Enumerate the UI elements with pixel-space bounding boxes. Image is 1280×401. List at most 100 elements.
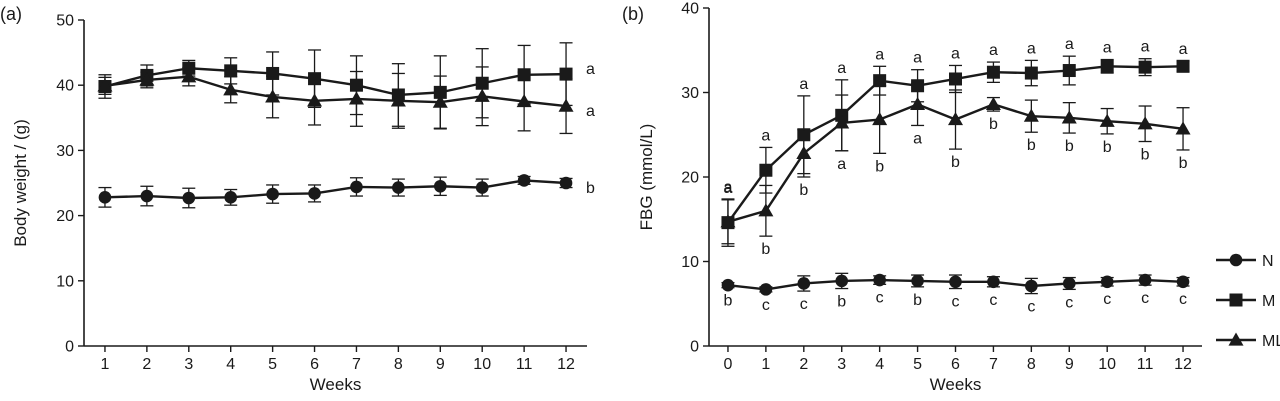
panel-a-x-tick-label: 1 xyxy=(101,356,110,373)
panel-b-series-m-significance-letter: a xyxy=(761,127,770,144)
panel-b-x-tick-label: 0 xyxy=(724,356,733,373)
panel-a-series-ml-point xyxy=(390,93,406,107)
legend-marker-n xyxy=(1229,253,1243,267)
panel-b-series-n-significance-letter: c xyxy=(1141,290,1149,307)
panel-b-series-m-point xyxy=(949,72,962,86)
panel-b-x-axis-title: Weeks xyxy=(930,375,982,394)
panel-b-series-n-significance-letter: c xyxy=(1027,299,1035,316)
panel-a-series-n-point xyxy=(517,174,531,187)
panel-b-label: (b) xyxy=(622,4,644,24)
panel-b-series-ml-significance-letter: b xyxy=(1065,138,1074,155)
panel-b-series-m-point xyxy=(986,65,1000,79)
panel-a-x-tick-label: 4 xyxy=(226,356,235,373)
panel-a-series-m xyxy=(98,42,573,130)
panel-b-series-ml: a b b a b a b b b b b b b xyxy=(720,82,1191,258)
panel-a-series-m-line xyxy=(104,67,567,97)
panel-a-series-n-point xyxy=(182,191,196,205)
panel-b-series-n-point xyxy=(1025,279,1038,293)
panel-a-series-n-point xyxy=(140,189,154,203)
panel-b-series-m-significance-letter: a xyxy=(1179,41,1188,58)
panel-b-x-tick-label: 4 xyxy=(875,356,884,373)
panel-b-series-ml-point xyxy=(985,96,1001,110)
panel-a-series-n xyxy=(98,174,573,209)
panel-b-series-n-point xyxy=(987,275,1000,289)
panel-a-x-tick-label: 8 xyxy=(394,356,403,373)
panel-a-series-ml-point xyxy=(97,78,113,92)
panel-a-y-tick-label: 10 xyxy=(56,273,74,290)
panel-b-x-tick-label: 8 xyxy=(1027,356,1036,373)
panel-a-y-tick-label: 50 xyxy=(56,13,74,30)
panel-b-series-n-significance-letter: b xyxy=(724,293,733,310)
panel-b-series-ml-point xyxy=(758,203,774,217)
panel-a-y-tick-label: 30 xyxy=(56,143,74,160)
panel-b-series-ml-significance-letter: b xyxy=(1103,139,1112,156)
panel-a-x-tick-label: 11 xyxy=(516,356,533,373)
panel-b-series-n-point xyxy=(873,273,886,287)
panel-b-series-ml-point xyxy=(720,214,736,228)
panel-a-series-n-point xyxy=(475,181,489,194)
panel-b-series-m-point xyxy=(1100,59,1114,73)
panel-b-series-ml-point xyxy=(1137,116,1153,130)
panel-a-series-ml-point xyxy=(181,69,197,83)
panel-a-x-tick-label: 12 xyxy=(557,356,575,373)
panel-b-series-ml-significance-letter: b xyxy=(799,182,808,199)
panel-b-x-tick-label: 7 xyxy=(989,356,998,373)
panel-b-y-tick-label: 30 xyxy=(681,85,699,102)
panel-a-annotation-n: b xyxy=(586,180,595,197)
panel-a-y-axis-title: Body weight / (g) xyxy=(11,119,30,247)
panel-a-x-tick-label: 7 xyxy=(352,356,361,373)
panel-b-series-ml-significance-letter: a xyxy=(724,180,733,197)
panel-b-series-n-point xyxy=(1062,277,1076,290)
panel-b-series-m-significance-letter: a xyxy=(913,50,922,67)
panel-b-series-n-point xyxy=(1100,275,1114,289)
panel-b-series-m-point xyxy=(1062,64,1076,78)
panel-b-series-n-significance-letter: c xyxy=(989,292,997,309)
panel-b-series-ml-significance-letter: b xyxy=(761,241,770,258)
panel-b-series-n-point xyxy=(835,274,849,288)
panel-a-series-n-point xyxy=(308,187,321,200)
panel-b-series-ml-significance-letter: b xyxy=(1027,137,1036,154)
panel-b-x-tick-label: 11 xyxy=(1137,356,1154,373)
panel-b-series-ml-significance-letter: b xyxy=(1141,147,1150,164)
panel-b-series-m-significance-letter: a xyxy=(799,76,808,93)
panel-b-y-tick-label: 40 xyxy=(681,1,699,18)
panel-b-series-ml-point xyxy=(834,115,850,129)
panel-b-series-n-point xyxy=(949,275,962,289)
panel-b-series-n-significance-letter: c xyxy=(952,294,960,311)
panel-b-series-m: a a a a a a a a a a a a a xyxy=(721,36,1190,247)
panel-b-series-ml-significance-letter: b xyxy=(1179,155,1188,172)
panel-b-series-ml-point xyxy=(1061,110,1077,124)
panel-a-series-n-point xyxy=(392,181,405,194)
panel-b-x-tick-label: 1 xyxy=(761,356,770,373)
panel-a-x-tick-label: 9 xyxy=(436,356,445,373)
panel-b-series-m-point xyxy=(759,163,773,177)
panel-b-x-tick-label: 12 xyxy=(1174,356,1192,373)
panel-a-x-axis-title: Weeks xyxy=(310,375,362,394)
panel-a-series-n-point xyxy=(559,176,573,190)
panel-b-series-m-significance-letter: a xyxy=(989,42,998,59)
panel-b-series-n-point xyxy=(759,283,773,296)
panel-b-y-axis-title: FBG (mmol/L) xyxy=(637,124,656,231)
legend-label-n: N xyxy=(1262,253,1274,270)
panel-b-series-ml-significance-letter: b xyxy=(875,158,884,175)
panel-b-series-ml-point xyxy=(948,112,963,126)
panel-a-series-ml-line xyxy=(104,75,567,108)
legend-label-m: M xyxy=(1262,293,1275,310)
panel-b-series-n-significance-letter: c xyxy=(1065,294,1073,311)
panel-b-series-ml-significance-letter: b xyxy=(951,154,960,171)
panel-a-x-tick-label: 5 xyxy=(268,356,277,373)
panel-a-x-tick-label: 10 xyxy=(473,356,491,373)
panel-b-series-ml-significance-letter: a xyxy=(837,156,846,173)
panel-a-series-ml xyxy=(97,66,574,135)
panel-a-series-n-point xyxy=(433,179,447,193)
panel-b-series-n-point xyxy=(911,274,924,288)
legend-marker-ml xyxy=(1228,332,1244,346)
legend: N M ML xyxy=(1216,253,1280,350)
panel-b-series-n-significance-letter: c xyxy=(1179,291,1187,308)
panel-a-series-ml-point xyxy=(558,98,574,112)
panel-a-series-ml-point xyxy=(307,93,323,107)
panel-b-series-ml-point xyxy=(1175,121,1191,135)
panel-b-series-m-significance-letter: a xyxy=(1027,40,1036,57)
